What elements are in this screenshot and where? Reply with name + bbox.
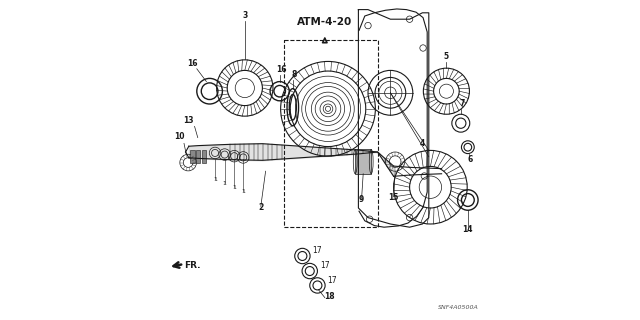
Bar bbox=[355, 149, 371, 174]
Text: ATM-4-20: ATM-4-20 bbox=[297, 17, 353, 28]
Text: 15: 15 bbox=[388, 193, 399, 202]
Text: 13: 13 bbox=[183, 116, 193, 125]
Text: 14: 14 bbox=[463, 225, 473, 234]
Text: 18: 18 bbox=[324, 292, 335, 301]
Text: 8: 8 bbox=[292, 70, 297, 79]
Text: 17: 17 bbox=[312, 246, 323, 255]
Text: 1: 1 bbox=[213, 177, 217, 182]
Text: 2: 2 bbox=[258, 203, 264, 212]
Text: 5: 5 bbox=[444, 52, 449, 61]
Text: 3: 3 bbox=[242, 11, 248, 20]
Text: 1: 1 bbox=[223, 181, 227, 186]
Bar bbox=[196, 150, 200, 163]
Bar bbox=[284, 40, 378, 227]
Text: 16: 16 bbox=[276, 65, 287, 74]
Text: 17: 17 bbox=[320, 261, 330, 270]
Text: 16: 16 bbox=[187, 59, 197, 68]
Text: 7: 7 bbox=[460, 99, 465, 108]
Bar bbox=[191, 150, 195, 163]
Text: SNF4A0500A: SNF4A0500A bbox=[438, 305, 479, 310]
Text: 4: 4 bbox=[420, 139, 425, 148]
Text: 1: 1 bbox=[232, 185, 236, 190]
Text: 1: 1 bbox=[241, 189, 245, 194]
Text: 9: 9 bbox=[359, 195, 364, 204]
Text: 10: 10 bbox=[174, 132, 184, 141]
Text: 6: 6 bbox=[468, 155, 473, 164]
Bar bbox=[202, 150, 206, 163]
Text: FR.: FR. bbox=[184, 261, 200, 270]
Text: 17: 17 bbox=[328, 276, 337, 285]
